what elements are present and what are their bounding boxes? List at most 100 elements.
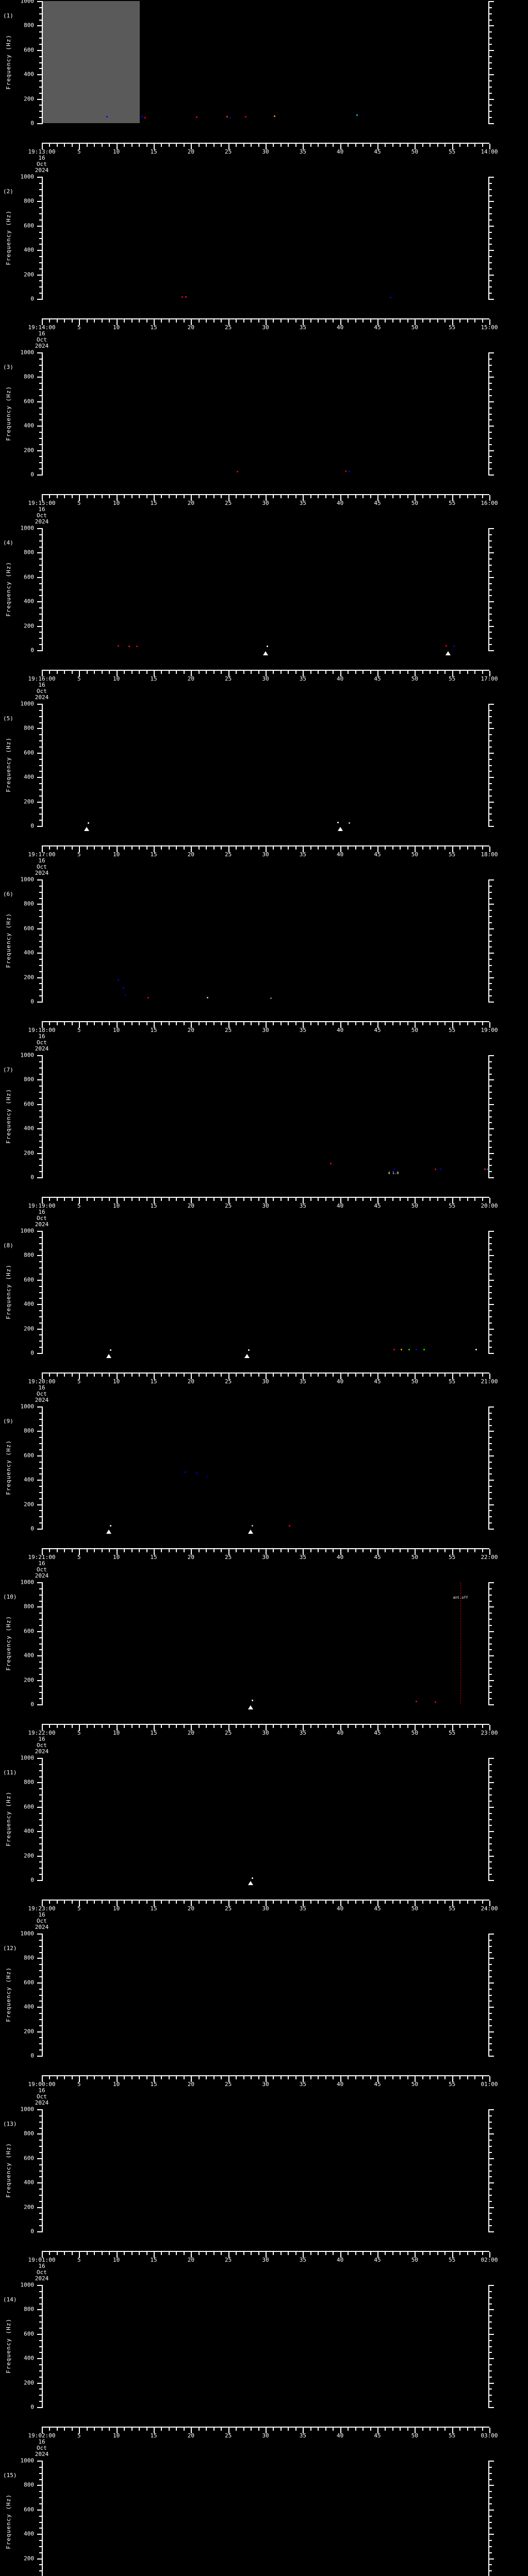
y-tick-label: 200 (24, 2028, 34, 2035)
x-tick (79, 1374, 80, 1379)
y-tick (488, 1406, 494, 1408)
y-tick (37, 2309, 43, 2311)
event-marker-line (460, 1582, 461, 1704)
y-tick (488, 1002, 494, 1003)
x-tick (213, 2076, 214, 2079)
y-tick-label: 600 (24, 573, 34, 581)
x-tick-label: 15 (150, 324, 157, 331)
x-tick (355, 1725, 356, 1728)
y-tick (39, 1843, 43, 1844)
y-tick (488, 1812, 492, 1814)
x-tick-label: 55 (449, 851, 456, 858)
x-tick (303, 1198, 304, 1204)
x-tick (474, 144, 476, 147)
x-tick (56, 144, 58, 147)
y-tick (488, 1510, 492, 1512)
x-tick-label: 15 (150, 851, 157, 858)
x-tick (318, 144, 319, 147)
y-tick (488, 1492, 492, 1493)
y-tick (39, 1764, 43, 1765)
x-tick (161, 846, 162, 850)
x-tick (198, 1901, 200, 1904)
x-tick (71, 1901, 73, 1904)
y-tick (39, 2127, 43, 2129)
y-tick (488, 2056, 494, 2057)
x-tick (444, 2076, 446, 2079)
x-tick (116, 1022, 118, 1028)
x-tick (64, 2252, 65, 2255)
x-tick (139, 1022, 140, 1025)
x-tick-label: 55 (449, 500, 456, 506)
x-tick (198, 2252, 200, 2255)
x-tick (437, 1022, 438, 1025)
y-tick (488, 1704, 494, 1705)
x-tick (251, 671, 252, 674)
y-tick (39, 1516, 43, 1518)
detection-mark (434, 1168, 436, 1170)
x-tick (452, 144, 453, 149)
y-tick (488, 358, 492, 360)
detection-mark (252, 1524, 254, 1527)
x-tick (452, 2252, 453, 2258)
y-tick (488, 231, 492, 233)
y-tick (488, 632, 492, 633)
x-tick (79, 2252, 80, 2258)
x-tick-label: 55 (449, 1202, 456, 1209)
x-tick (303, 2252, 304, 2258)
x-tick (348, 1198, 349, 1201)
x-tick-label: 15 (150, 1730, 157, 1736)
y-tick (488, 1310, 492, 1312)
x-tick (452, 319, 453, 325)
y-tick (39, 2043, 43, 2045)
y-tick (37, 2133, 43, 2135)
x-tick-label: 25 (225, 2257, 232, 2263)
x-tick (415, 1725, 416, 1731)
detection-mark (185, 296, 187, 298)
x-tick (183, 1725, 185, 1728)
x-tick-label: 20 (187, 2257, 194, 2263)
x-tick (333, 1198, 334, 1201)
y-tick (488, 49, 494, 51)
y-tick (37, 1128, 43, 1130)
x-tick (377, 846, 378, 852)
x-tick (489, 1374, 490, 1379)
y-tick (37, 474, 43, 476)
x-tick (168, 1374, 170, 1377)
x-tick (79, 144, 80, 149)
x-tick (198, 2076, 200, 2079)
y-tick (39, 1437, 43, 1438)
x-tick (243, 846, 244, 850)
y-tick (37, 1255, 43, 1257)
y-tick (39, 2376, 43, 2378)
x-tick (183, 2252, 185, 2255)
x-tick (310, 144, 311, 147)
x-tick (198, 1725, 200, 1728)
y-tick (488, 1698, 492, 1700)
x-tick (213, 671, 214, 674)
x-tick (489, 1198, 490, 1204)
x-tick-label: 40 (337, 2432, 344, 2439)
x-tick (355, 2428, 356, 2431)
y-tick (488, 879, 494, 880)
x-tick (482, 1198, 483, 1201)
y-tick (39, 280, 43, 282)
x-tick (377, 1901, 378, 1906)
detection-mark (408, 1349, 410, 1351)
x-tick (407, 144, 408, 147)
x-tick (318, 2252, 319, 2255)
plot-area (37, 177, 494, 300)
x-tick (251, 2076, 252, 2079)
y-tick (488, 1159, 492, 1160)
x-tick (183, 2428, 185, 2431)
x-tick (392, 1374, 393, 1377)
y-tick (488, 2170, 492, 2172)
x-tick (310, 1198, 311, 1201)
x-tick (191, 319, 192, 325)
y-tick (39, 2570, 43, 2572)
y-tick-label: 200 (24, 2379, 34, 2386)
x-tick (176, 671, 177, 674)
y-tick (488, 1316, 492, 1317)
plot-area: 4 1.0 (37, 1055, 494, 1178)
y-tick (488, 238, 492, 239)
